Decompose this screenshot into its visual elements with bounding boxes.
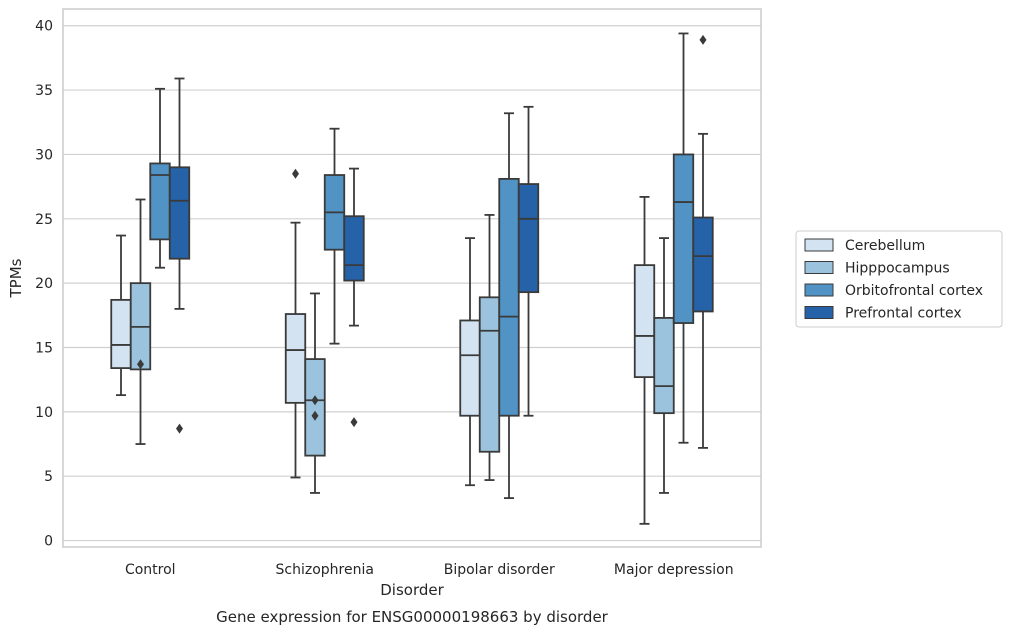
box-schizophrenia-prefrontal-cortex-iqr [343, 215, 365, 282]
legend-item-orbitofrontal-cortex-label: Orbitofrontal cortex [845, 283, 983, 299]
y-tick-label-35: 35 [35, 83, 53, 99]
box-major-depression-cerebellum [633, 196, 656, 525]
box-control-hipppocampus [129, 198, 152, 445]
legend-item-hipppocampus-label: Hipppocampus [845, 261, 950, 277]
y-tick-label-25: 25 [35, 212, 53, 228]
box-major-depression-orbitofrontal-cortex-iqr [672, 153, 695, 324]
box-schizophrenia-orbitofrontal-cortex [323, 127, 346, 345]
box-control-cerebellum [110, 234, 132, 397]
y-tick-label-5: 5 [44, 469, 53, 485]
x-tick-label-bipolar-disorder: Bipolar disorder [444, 562, 555, 578]
box-major-depression-hipppocampus-iqr [653, 316, 675, 415]
box-bipolar-disorder-cerebellum-iqr [459, 319, 481, 417]
legend-item-prefrontal-cortex: Prefrontal cortex [804, 306, 962, 322]
box-major-depression-prefrontal-cortex-flier-0 [699, 34, 707, 45]
box-control-orbitofrontal-cortex [149, 87, 171, 269]
box-schizophrenia-cerebellum-flier-0 [292, 168, 299, 179]
box-bipolar-disorder-hipppocampus [478, 214, 501, 481]
legend-item-prefrontal-cortex-swatch [804, 306, 834, 319]
x-tick-labels: Control Schizophrenia Bipolar disorder Majo… [125, 562, 734, 578]
box-control-prefrontal-cortex [168, 77, 191, 434]
y-tick-label-15: 15 [35, 341, 53, 357]
x-tick-label-major-depression: Major depression [614, 562, 734, 578]
box-plots [110, 32, 714, 525]
legend-item-orbitofrontal-cortex-swatch [804, 283, 834, 297]
box-major-depression-cerebellum-iqr [633, 264, 656, 379]
legend-item-prefrontal-cortex-label: Prefrontal cortex [845, 306, 962, 322]
grid-lines [63, 25, 761, 542]
legend-frame [795, 230, 1003, 328]
legend-item-cerebellum-swatch [804, 238, 834, 252]
legend: Cerebellum Hipppocampus Orbitofrontal cort… [795, 230, 1003, 328]
box-schizophrenia-prefrontal-cortex-flier-0 [350, 417, 358, 428]
y-tick-label-30: 30 [35, 147, 53, 163]
box-schizophrenia-prefrontal-cortex [343, 167, 365, 428]
legend-item-cerebellum: Cerebellum [804, 238, 925, 254]
y-tick-labels: 0 5 10 15 20 25 30 35 40 [35, 19, 53, 550]
box-major-depression-prefrontal-cortex-iqr [692, 216, 714, 313]
box-schizophrenia-hipppocampus [304, 292, 326, 494]
x-tick-label-schizophrenia: Schizophrenia [276, 562, 374, 578]
box-schizophrenia-hipppocampus-iqr [304, 358, 326, 457]
y-tick-label-0: 0 [44, 534, 53, 550]
box-major-depression-prefrontal-cortex [692, 34, 714, 449]
box-schizophrenia-hipppocampus-flier-0 [311, 410, 319, 421]
box-control-prefrontal-cortex-flier-0 [176, 423, 183, 434]
box-control-hipppocampus-flier-0 [137, 359, 144, 370]
chart-caption: Gene expression for ENSG00000198663 by d… [216, 608, 609, 626]
box-control-prefrontal-cortex-iqr [168, 166, 191, 260]
y-tick-label-20: 20 [35, 276, 53, 292]
box-schizophrenia-cerebellum-iqr [284, 313, 307, 404]
box-major-depression-orbitofrontal-cortex [672, 32, 695, 444]
box-bipolar-disorder-orbitofrontal-cortex [498, 112, 520, 499]
legend-item-orbitofrontal-cortex: Orbitofrontal cortex [804, 283, 983, 299]
y-axis-label: TPMs [7, 258, 25, 298]
legend-item-hipppocampus: Hipppocampus [804, 261, 950, 277]
box-schizophrenia-hipppocampus-flier-1 [311, 395, 319, 406]
box-schizophrenia-cerebellum [284, 168, 307, 479]
box-bipolar-disorder-hipppocampus-iqr [478, 296, 501, 453]
box-control-cerebellum-iqr [110, 298, 132, 369]
y-tick-label-10: 10 [35, 405, 53, 421]
box-bipolar-disorder-cerebellum [459, 237, 481, 487]
box-major-depression-hipppocampus [653, 237, 675, 494]
x-tick-label-control: Control [125, 562, 176, 578]
legend-item-hipppocampus-swatch [804, 261, 834, 274]
legend-item-cerebellum-label: Cerebellum [845, 238, 925, 254]
x-axis-label: Disorder [380, 581, 444, 599]
box-bipolar-disorder-prefrontal-cortex [517, 105, 540, 417]
box-bipolar-disorder-prefrontal-cortex-iqr [517, 183, 540, 294]
box-bipolar-disorder-orbitofrontal-cortex-iqr [498, 177, 520, 417]
y-tick-label-40: 40 [35, 19, 53, 35]
plot-frame [62, 8, 762, 548]
